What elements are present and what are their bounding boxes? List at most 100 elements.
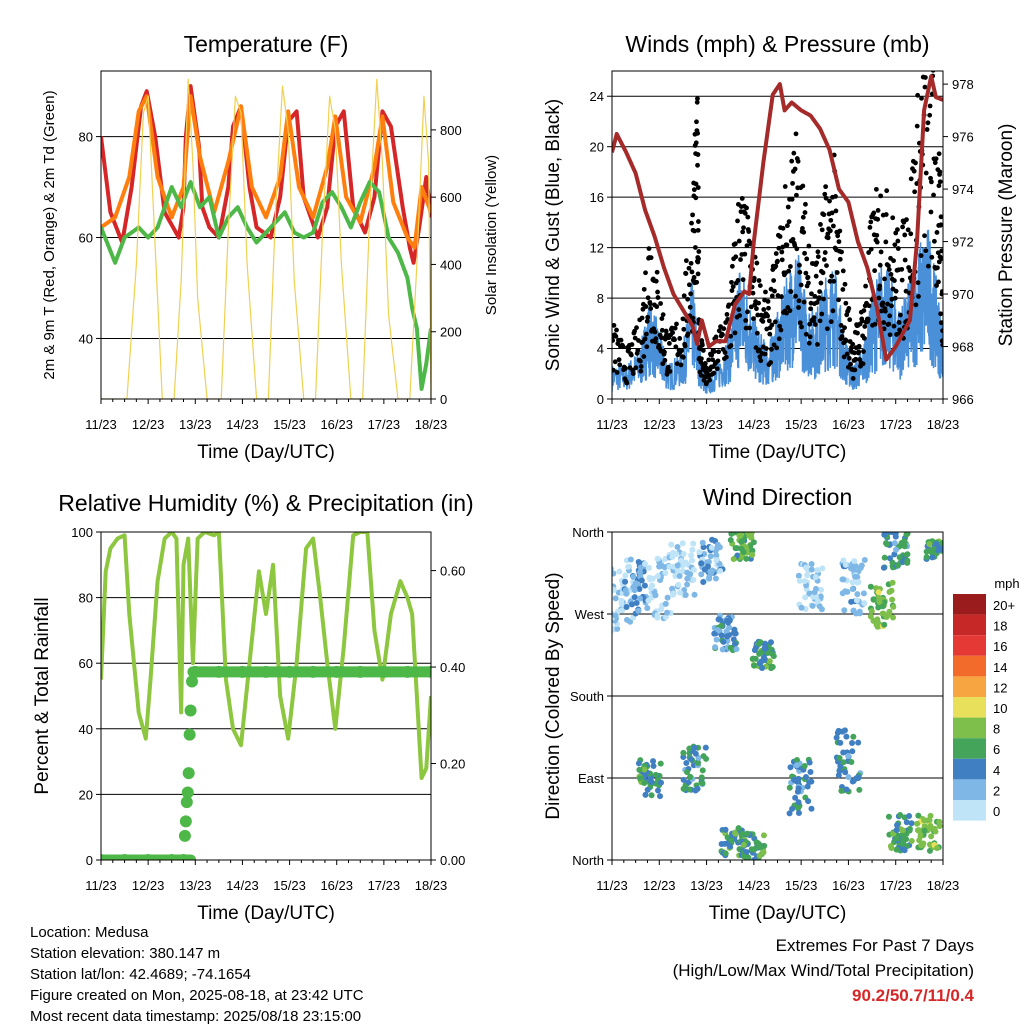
y-right-tick-label: 976 xyxy=(952,130,974,145)
direction-point xyxy=(906,812,913,819)
legend-swatch xyxy=(953,717,986,739)
direction-point xyxy=(684,769,691,776)
gust-point xyxy=(804,256,810,262)
gust-point xyxy=(868,219,874,225)
direction-point xyxy=(674,543,681,550)
series-line-1 xyxy=(101,532,431,780)
direction-point xyxy=(835,727,842,734)
direction-point xyxy=(641,560,648,567)
direction-point xyxy=(860,590,867,597)
direction-point xyxy=(850,733,857,740)
gust-point xyxy=(928,209,934,215)
gust-point xyxy=(813,273,819,279)
direction-point xyxy=(894,822,901,829)
gust-point xyxy=(751,316,756,322)
direction-point xyxy=(748,532,755,536)
gust-point xyxy=(693,181,699,187)
x-tick-label: 13/23 xyxy=(179,878,212,893)
x-tick-label: 18/23 xyxy=(415,417,448,432)
gust-point xyxy=(793,131,799,137)
gust-point xyxy=(793,293,798,299)
direction-point xyxy=(722,826,729,833)
x-tick-label: 15/23 xyxy=(785,878,818,893)
direction-point xyxy=(947,547,953,553)
direction-point xyxy=(901,543,908,550)
direction-point xyxy=(622,572,629,579)
gust-point xyxy=(787,308,793,314)
gust-point xyxy=(828,217,834,223)
direction-point xyxy=(648,792,655,799)
gust-point xyxy=(794,192,799,198)
speed-legend: mph 20+ 18 16 14 12 10 8 6 4 2 0 xyxy=(953,576,1020,821)
gust-point xyxy=(820,270,826,276)
gust-point xyxy=(786,219,792,225)
gust-point xyxy=(934,283,939,288)
direction-point xyxy=(795,805,802,812)
x-tick-label: 15/23 xyxy=(273,878,306,893)
direction-point xyxy=(808,560,815,567)
gust-point xyxy=(911,168,917,174)
direction-point xyxy=(845,753,852,760)
direction-point xyxy=(808,566,815,573)
legend-label: 14 xyxy=(993,660,1007,675)
direction-point xyxy=(657,793,664,800)
gust-point xyxy=(710,357,715,363)
y-right-tick-label: 400 xyxy=(440,257,462,272)
gust-point xyxy=(779,249,785,255)
direction-point xyxy=(721,840,728,847)
direction-point xyxy=(748,534,755,541)
gust-point xyxy=(815,341,820,347)
direction-point xyxy=(664,594,671,601)
y-right-tick-label: 978 xyxy=(952,77,974,92)
gust-point xyxy=(659,316,665,322)
gust-point xyxy=(683,258,689,264)
gust-point xyxy=(778,327,784,333)
gust-point xyxy=(925,263,931,269)
direction-point xyxy=(739,830,746,837)
y-tick-label: 20 xyxy=(590,140,604,155)
direction-point xyxy=(928,833,935,840)
gust-point xyxy=(840,328,845,334)
gust-point xyxy=(794,246,800,252)
gust-point xyxy=(672,325,678,331)
direction-point xyxy=(612,595,619,602)
x-tick-label: 14/23 xyxy=(226,417,259,432)
gust-point xyxy=(801,229,807,235)
precip-point xyxy=(180,796,193,809)
direction-point xyxy=(933,540,940,547)
direction-point xyxy=(662,600,669,607)
extremes-values: 90.2/50.7/11/0.4 xyxy=(852,986,974,1005)
direction-point xyxy=(641,766,648,773)
gust-point xyxy=(913,302,919,308)
direction-point xyxy=(786,784,793,791)
direction-point xyxy=(691,591,698,598)
gust-point xyxy=(648,255,654,261)
plot-frame xyxy=(100,70,432,400)
gust-point xyxy=(884,188,890,194)
gust-point xyxy=(613,333,619,339)
gust-point xyxy=(681,326,687,332)
plot-frame xyxy=(611,70,944,400)
direction-point xyxy=(636,585,643,592)
direction-point xyxy=(901,538,908,545)
gust-point xyxy=(648,306,654,311)
direction-point xyxy=(680,749,687,756)
gust-point xyxy=(733,254,739,260)
x-tick-label: 16/23 xyxy=(832,878,865,893)
gust-point xyxy=(809,291,814,297)
legend-label: 4 xyxy=(993,763,1000,778)
gust-point xyxy=(932,238,937,244)
gust-point xyxy=(787,264,793,269)
y-tick-label: North xyxy=(572,853,604,868)
direction-point xyxy=(650,763,657,770)
gust-point xyxy=(801,299,807,305)
extremes-box: Extremes For Past 7 Days (High/Low/Max W… xyxy=(673,933,974,1008)
direction-point xyxy=(854,591,861,598)
direction-point xyxy=(684,581,691,588)
gust-point xyxy=(840,287,846,292)
gust-point xyxy=(886,321,892,327)
gust-point xyxy=(779,257,785,263)
y-tick-label: 4 xyxy=(597,342,604,357)
direction-point xyxy=(856,786,863,793)
gust-point xyxy=(735,218,740,224)
